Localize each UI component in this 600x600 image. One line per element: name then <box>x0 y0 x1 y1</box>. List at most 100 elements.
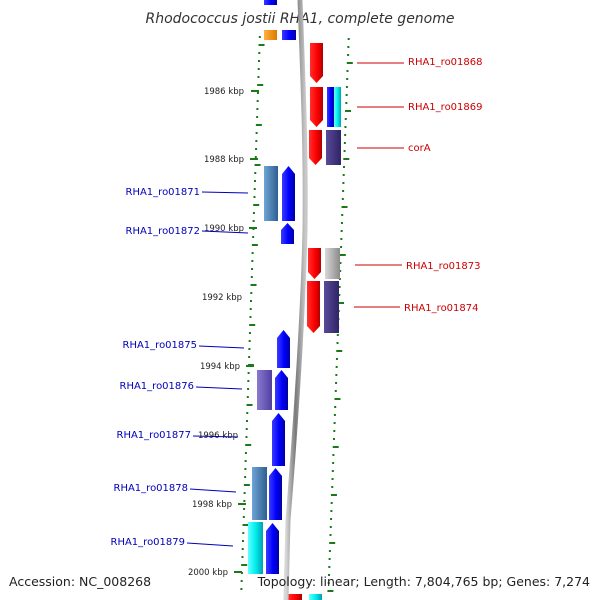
scale-tick: 1992 kbp <box>202 293 242 303</box>
gc-dot <box>333 430 336 432</box>
gc-dot <box>347 46 350 48</box>
scale-tick: 1988 kbp <box>204 155 258 165</box>
gc-dot <box>243 484 250 486</box>
gc-dot <box>247 380 250 382</box>
gc-dot <box>346 70 349 72</box>
gc-dot <box>335 382 338 384</box>
gc-dot <box>251 260 254 262</box>
gene-label-rha1-ro01868[interactable]: RHA1_ro01868 <box>408 57 483 68</box>
gc-dot <box>333 422 336 424</box>
gene-rha1-ro01872[interactable] <box>281 223 294 244</box>
gc-dot <box>339 262 342 264</box>
scale-tick: 1994 kbp <box>200 362 254 372</box>
gc-dot <box>252 212 255 214</box>
gene-label-cora[interactable]: corA <box>408 143 431 154</box>
gene-rha1-ro01873[interactable] <box>308 248 340 279</box>
scale-tick: 1996 kbp <box>198 431 238 441</box>
gene-label-rha1-ro01872[interactable]: RHA1_ro01872 <box>126 226 201 237</box>
gc-dot <box>242 524 249 526</box>
gc-dot <box>244 476 247 478</box>
gene-feature-box <box>325 248 340 279</box>
gene-rha1-ro01875[interactable] <box>277 330 290 368</box>
gc-dot <box>252 236 255 238</box>
gc-dot <box>254 180 256 182</box>
gc-dot <box>250 284 257 286</box>
gene-feature-box <box>264 166 278 221</box>
gc-dot <box>242 540 244 542</box>
gene-label-rha1-ro01873[interactable]: RHA1_ro01873 <box>406 261 481 272</box>
gene-label-rha1-ro01878[interactable]: RHA1_ro01878 <box>114 483 189 494</box>
gene-rha1-ro01868[interactable] <box>310 43 323 83</box>
gene-feature-box <box>248 522 263 574</box>
gc-dot <box>327 590 334 592</box>
gc-dot <box>253 196 256 198</box>
gc-dot <box>247 372 250 374</box>
gc-dot <box>241 556 244 558</box>
gc-dot <box>240 588 243 590</box>
gc-dot <box>342 174 345 176</box>
gc-dot <box>258 44 265 46</box>
gc-dot <box>347 38 350 40</box>
gc-dot <box>345 86 348 88</box>
gene-label-rha1-ro01879[interactable]: RHA1_ro01879 <box>111 537 186 548</box>
gc-dot <box>251 268 254 270</box>
gc-dot <box>244 460 247 462</box>
tick-label: 1990 kbp <box>204 224 244 234</box>
gene-label-rha1-ro01874[interactable]: RHA1_ro01874 <box>404 303 479 314</box>
gene-label-rha1-ro01875[interactable]: RHA1_ro01875 <box>123 340 198 351</box>
gene-arrow-reverse <box>309 130 322 165</box>
gene-arrow-forward <box>272 413 285 466</box>
gc-dot <box>258 36 261 38</box>
gc-dot <box>254 164 261 166</box>
scale-tick: 1986 kbp <box>204 87 259 97</box>
gc-dot <box>335 358 338 360</box>
gene-label-rha1-ro01871[interactable]: RHA1_ro01871 <box>126 187 201 198</box>
gene-arrow-reverse <box>310 43 323 83</box>
gene-rha1-ro01876[interactable] <box>257 370 288 410</box>
gene-cora[interactable] <box>309 130 341 165</box>
gc-dot <box>252 220 255 222</box>
gc-dot <box>328 566 331 568</box>
gene-arrow-reverse <box>308 248 321 279</box>
gc-dot <box>346 62 353 64</box>
gc-dot <box>246 420 248 422</box>
gene-label-rha1-ro01876[interactable]: RHA1_ro01876 <box>120 381 195 392</box>
gc-dot <box>256 92 259 94</box>
gene-rha1-ro01874[interactable] <box>307 281 339 333</box>
gc-dot <box>253 188 256 190</box>
gc-dot <box>249 316 252 318</box>
gc-dot <box>257 84 264 86</box>
gene-rha1-ro01878[interactable] <box>252 467 282 520</box>
gc-dot <box>248 356 251 358</box>
gc-dot <box>341 206 348 208</box>
gene-rha1-ro01871[interactable] <box>264 166 295 221</box>
gc-dot <box>339 270 342 272</box>
tick-label: 1986 kbp <box>204 87 244 97</box>
gc-dot <box>328 574 331 576</box>
gene-feature-box <box>257 370 272 410</box>
gene-label-rha1-ro01869[interactable]: RHA1_ro01869 <box>408 102 483 113</box>
gc-dot <box>242 532 245 534</box>
gc-dot <box>331 486 334 488</box>
gene-label-rha1-ro01877[interactable]: RHA1_ro01877 <box>117 430 192 441</box>
partial-gene-top[interactable] <box>264 0 296 40</box>
gc-dot <box>244 468 247 470</box>
gc-dot <box>250 276 253 278</box>
scale-tick: 1990 kbp <box>204 224 257 234</box>
gc-dot <box>343 150 346 152</box>
gc-dot <box>338 302 344 304</box>
gc-dot <box>243 500 246 502</box>
gene-rha1-ro01879[interactable] <box>248 522 279 574</box>
tick-label: 2000 kbp <box>188 568 228 578</box>
genome-summary-text: Topology: linear; Length: 7,804,765 bp; … <box>257 574 590 589</box>
gc-dot <box>254 156 257 158</box>
gc-dot <box>255 124 262 126</box>
gene-rha1-ro01877[interactable] <box>272 413 285 466</box>
gc-dot <box>251 252 254 254</box>
partial-gene-bottom[interactable] <box>288 594 322 600</box>
gc-dot <box>334 406 337 408</box>
tick-label: 1994 kbp <box>200 362 240 372</box>
gc-dot <box>330 518 333 520</box>
gene-rha1-ro01869[interactable] <box>310 87 341 127</box>
